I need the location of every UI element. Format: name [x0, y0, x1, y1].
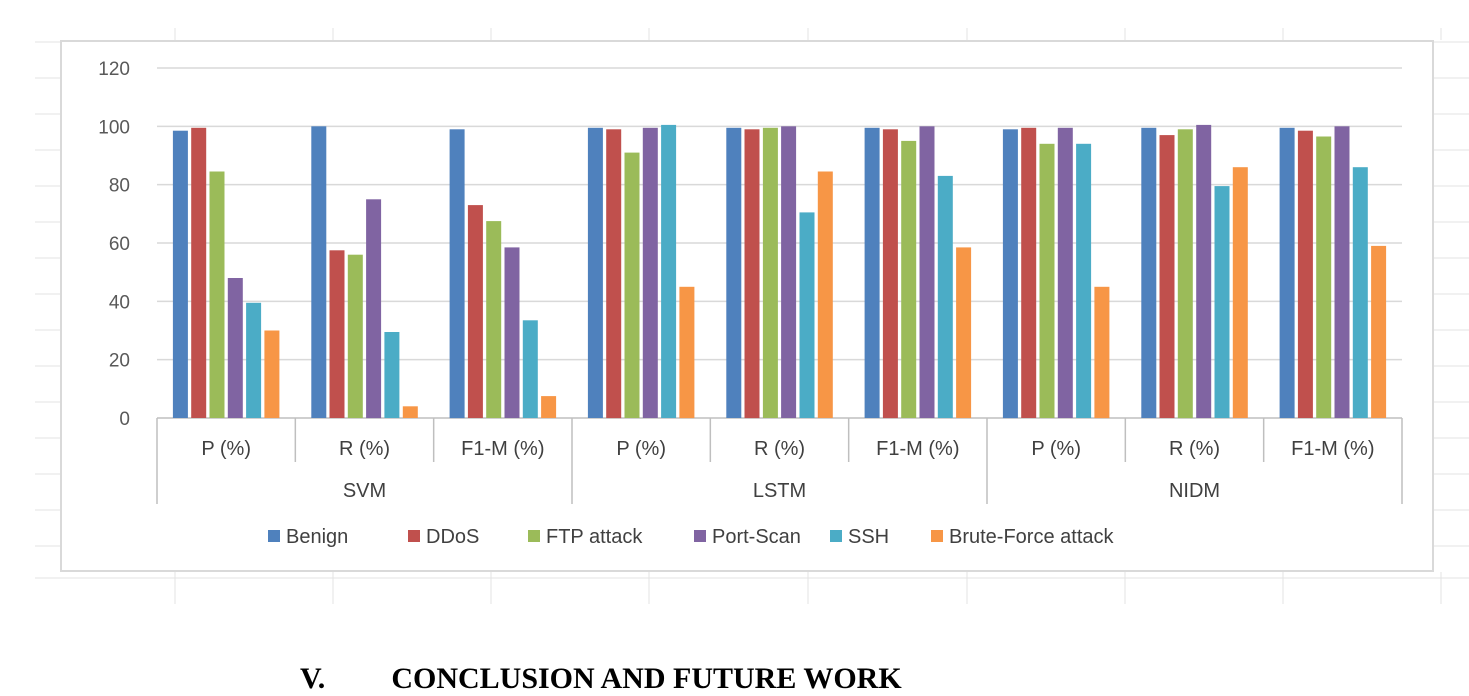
bar: [1094, 286, 1110, 419]
chart-area[interactable]: 0 20 40 60 80 100 120 P (%) R (%) F1-M (%) P (%) R …: [60, 40, 1434, 572]
bar: [817, 171, 833, 418]
bar: [1177, 129, 1193, 419]
bar: [781, 126, 797, 419]
x-category-label: R (%): [754, 438, 805, 460]
x-category-label: P (%): [1031, 438, 1081, 460]
legend-label: Port-Scan: [712, 526, 801, 548]
bar: [864, 127, 880, 419]
bar: [1352, 167, 1368, 418]
bar: [726, 127, 742, 419]
bar: [587, 127, 603, 419]
spreadsheet-grid: [35, 28, 1469, 604]
bar: [799, 212, 815, 418]
legend-label: Brute-Force attack: [949, 526, 1115, 548]
bar: [1196, 124, 1212, 419]
bar: [642, 127, 658, 419]
bar: [1232, 167, 1248, 418]
bar: [762, 127, 778, 419]
bar: [1316, 136, 1332, 418]
x-category-label: R (%): [1169, 438, 1220, 460]
bar: [264, 330, 280, 418]
x-group-label: LSTM: [753, 480, 806, 502]
bar: [1297, 130, 1313, 418]
x-group-label: NIDM: [1169, 480, 1220, 502]
bar: [209, 171, 225, 418]
bar: [1141, 127, 1157, 419]
bar: [1334, 126, 1350, 419]
bar: [1076, 143, 1092, 419]
bar: [606, 129, 622, 419]
bar: [1214, 186, 1230, 418]
bar: [661, 124, 677, 419]
legend-swatch: [408, 530, 420, 542]
y-tick-label: 80: [109, 176, 130, 197]
section-number: V.: [300, 662, 326, 695]
bar: [919, 126, 935, 419]
y-tick-label: 100: [98, 117, 130, 138]
bar: [191, 127, 207, 419]
legend-label: Benign: [286, 526, 348, 548]
legend-label: DDoS: [426, 526, 479, 548]
bar: [744, 129, 760, 419]
section-title: CONCLUSION AND FUTURE WORK: [391, 662, 902, 695]
y-tick-label: 60: [109, 234, 130, 255]
bar: [1057, 127, 1073, 419]
legend-label: FTP attack: [546, 526, 643, 548]
bar: [366, 199, 382, 419]
y-tick-label: 20: [109, 351, 130, 372]
bar: [504, 247, 520, 418]
bar: [901, 140, 917, 418]
bar: [956, 247, 972, 418]
legend-label: SSH: [848, 526, 889, 548]
section-heading: V. CONCLUSION AND FUTURE WORK: [300, 662, 902, 696]
y-tick-label: 120: [98, 59, 130, 80]
bar: [486, 221, 502, 418]
bar: [1159, 135, 1175, 418]
y-tick-label: 0: [119, 409, 130, 430]
x-category-label: F1-M (%): [461, 438, 544, 460]
bar: [1021, 127, 1037, 419]
bar-chart: 0 20 40 60 80 100 120 P (%) R (%) F1-M (%) P (%) R …: [98, 59, 1403, 548]
bar: [329, 250, 345, 418]
x-category-label: P (%): [201, 438, 251, 460]
bar: [1039, 143, 1055, 419]
x-category-label: P (%): [616, 438, 666, 460]
bar: [937, 175, 953, 418]
bar: [347, 254, 363, 418]
bar: [172, 130, 188, 418]
bar: [467, 205, 483, 418]
legend-swatch: [694, 530, 706, 542]
bar: [227, 278, 243, 418]
x-category-label: R (%): [339, 438, 390, 460]
x-category-label: F1-M (%): [876, 438, 959, 460]
legend-swatch: [528, 530, 540, 542]
bar: [541, 396, 557, 418]
bar: [384, 332, 400, 418]
bar: [1371, 245, 1387, 418]
bar: [246, 302, 262, 418]
bar: [679, 286, 695, 419]
legend-swatch: [268, 530, 280, 542]
legend-swatch: [931, 530, 943, 542]
legend-swatch: [830, 530, 842, 542]
bar: [624, 152, 640, 418]
bar: [311, 126, 327, 419]
bar: [402, 406, 418, 418]
x-group-label: SVM: [343, 480, 386, 502]
bar: [522, 320, 538, 418]
bar: [449, 129, 465, 419]
bar: [1002, 129, 1018, 419]
bar: [1279, 127, 1295, 419]
x-category-label: F1-M (%): [1291, 438, 1374, 460]
y-tick-label: 40: [109, 292, 130, 313]
bar: [882, 129, 898, 419]
